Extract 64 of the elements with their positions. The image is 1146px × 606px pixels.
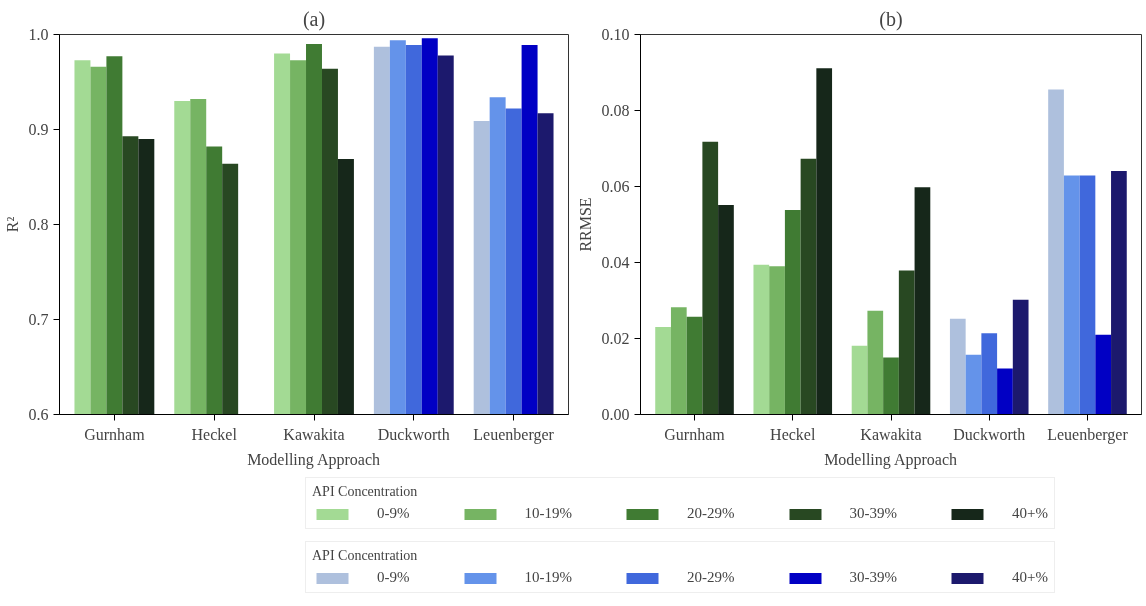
- y-tick-label: 1.0: [28, 26, 49, 43]
- y-tick-label: 0.7: [28, 311, 49, 328]
- bar: [718, 205, 734, 415]
- x-axis-title: Modelling Approach: [824, 450, 957, 469]
- bar: [867, 310, 884, 415]
- bar: [1048, 89, 1064, 415]
- legend-label: 0-9%: [377, 569, 410, 586]
- y-tick-label: 0.8: [28, 216, 49, 233]
- chart-title: (a): [302, 7, 326, 31]
- bar: [1111, 170, 1127, 415]
- x-tick-label: Heckel: [770, 425, 816, 443]
- bar: [981, 333, 998, 415]
- y-tick-label: 0.08: [601, 102, 630, 119]
- bar: [1079, 175, 1096, 415]
- chart-title: (b): [879, 7, 903, 31]
- legend-label: 40+%: [1012, 569, 1048, 586]
- bar: [1063, 175, 1080, 415]
- x-tick-label: Kawakita: [283, 425, 345, 443]
- y-axis-title: R²: [3, 216, 21, 233]
- legend-label: 40+%: [1012, 505, 1048, 522]
- bar: [1012, 299, 1029, 415]
- bar: [898, 270, 915, 415]
- x-tick-label: Duckworth: [953, 425, 1026, 443]
- y-tick-label: 0.00: [601, 406, 630, 423]
- x-tick-label: Kawakita: [860, 425, 922, 443]
- y-tick-label: 0.02: [601, 330, 630, 347]
- bar: [914, 187, 931, 415]
- legend-label: 30-39%: [849, 569, 897, 586]
- x-tick-label: Leuenberger: [473, 425, 555, 444]
- legend-label: 10-19%: [524, 569, 572, 586]
- y-axis-title: RRMSE: [576, 197, 594, 252]
- bar: [670, 307, 687, 415]
- legend-label: 10-19%: [524, 505, 572, 522]
- bar: [784, 210, 801, 415]
- y-tick-label: 0.10: [601, 26, 630, 43]
- x-tick-label: Gurnham: [84, 425, 146, 443]
- bar: [949, 318, 966, 415]
- bar: [816, 68, 833, 415]
- x-tick-label: Gurnham: [664, 425, 726, 443]
- bar: [883, 357, 899, 415]
- y-tick-label: 0.04: [601, 254, 630, 271]
- x-tick-label: Heckel: [191, 425, 238, 443]
- legend-label: 0-9%: [377, 505, 410, 522]
- bar: [769, 266, 785, 415]
- legend-title: API Concentration: [312, 484, 419, 500]
- y-tick-label: 0.6: [28, 406, 49, 423]
- bar: [686, 316, 703, 415]
- bar: [800, 158, 817, 415]
- x-tick-label: Duckworth: [377, 425, 450, 443]
- bar: [851, 345, 868, 415]
- x-tick-label: Leuenberger: [1047, 425, 1129, 444]
- y-tick-label: 0.9: [28, 121, 49, 138]
- x-axis-title: Modelling Approach: [247, 450, 380, 469]
- legend-label: 20-29%: [687, 505, 735, 522]
- text: API Concentration: [312, 548, 418, 563]
- legend-label: 30-39%: [849, 505, 897, 522]
- bar: [702, 141, 719, 415]
- bar: [965, 354, 982, 415]
- bar: [655, 327, 671, 415]
- y-tick-label: 0.06: [601, 178, 630, 195]
- legend-label: 20-29%: [687, 569, 735, 586]
- bar: [753, 264, 770, 415]
- bar: [997, 368, 1013, 415]
- bar: [1095, 334, 1112, 415]
